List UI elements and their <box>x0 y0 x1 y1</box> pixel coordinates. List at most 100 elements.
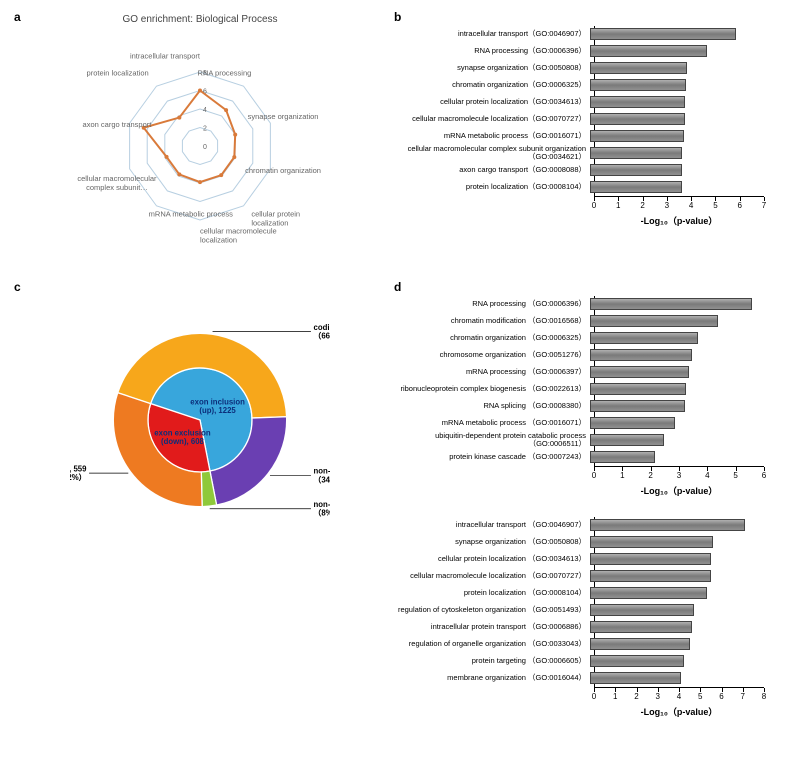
bar-fill <box>590 570 711 582</box>
bar-row: cellular macromolecular complex subunit … <box>390 145 777 160</box>
svg-text:cellular macromolecularcomplex: cellular macromolecularcomplex subunit… <box>77 174 157 192</box>
bar-row: cellular macromolecule localization（GO:0… <box>390 111 777 126</box>
bar-chart-d-top: RNA processing （GO:0006396） chromatin mod… <box>390 296 777 497</box>
bar-row: RNA splicing （GO:0008380） <box>390 398 777 413</box>
bar-fill <box>590 130 684 142</box>
bar-row: regulation of cytoskeleton organization … <box>390 602 777 617</box>
x-axis-label: -Log₁₀（p-value） <box>594 484 764 497</box>
bar-chart-d-bottom: intracellular transport （GO:0046907）syna… <box>390 517 777 718</box>
bar-row: protein kinase cascade （GO:0007243） <box>390 449 777 464</box>
panel-d-label: d <box>394 280 401 294</box>
bar-label: chromatin organization （GO:0006325） <box>390 334 590 342</box>
bar-row: RNA processing （GO:0006396） <box>390 296 777 311</box>
bar-label: cellular macromolecule localization （GO:… <box>390 572 590 580</box>
bar-label: mRNA metabolic process （GO:0016071） <box>390 419 590 427</box>
svg-text:0: 0 <box>203 144 207 151</box>
svg-text:chromatin organization: chromatin organization <box>245 166 321 175</box>
bar-fill <box>590 434 664 446</box>
svg-text:mRNA metabolic process: mRNA metabolic process <box>149 210 233 219</box>
bar-label: cellular protein localization（GO:0034613… <box>390 98 590 106</box>
bar-label: RNA processing（GO:0006396） <box>390 47 590 55</box>
bar-label: protein kinase cascade （GO:0007243） <box>390 453 590 461</box>
bar-row: cellular protein localization（GO:0034613… <box>390 94 777 109</box>
bar-label: chromatin organization（GO:0006325） <box>390 81 590 89</box>
bar-label: cellular macromolecular complex subunit … <box>390 145 590 161</box>
bar-fill <box>590 655 684 667</box>
bar-label: cellular protein localization （GO:003461… <box>390 555 590 563</box>
bar-row: membrane organization （GO:0016044） <box>390 670 777 685</box>
bar-row: ubiquitin-dependent protein catabolic pr… <box>390 432 777 447</box>
bar-fill <box>590 349 692 361</box>
svg-text:cellular macromoleculelocaliza: cellular macromoleculelocalization <box>200 226 277 244</box>
panel-c: c exon inclusion(up), 1225exon exclusion… <box>10 280 390 560</box>
bar-fill <box>590 417 675 429</box>
bar-label: synapse organization （GO:0050808） <box>390 538 590 546</box>
bar-label: mRNA metabolic process（GO:0016071） <box>390 132 590 140</box>
radar-chart: 02468intracellular transportRNA processi… <box>20 25 380 255</box>
row-top: a GO enrichment: Biological Process 0246… <box>10 10 777 270</box>
bar-label: protein targeting （GO:0006605） <box>390 657 590 665</box>
bar-fill <box>590 45 707 57</box>
bar-row: synapse organization（GO:0050808） <box>390 60 777 75</box>
bar-fill <box>590 181 682 193</box>
bar-row: cellular macromolecule localization （GO:… <box>390 568 777 583</box>
bar-row: chromatin organization（GO:0006325） <box>390 77 777 92</box>
figure: a GO enrichment: Biological Process 0246… <box>10 10 777 718</box>
bar-row: chromosome organization （GO:0051276） <box>390 347 777 362</box>
bar-fill <box>590 451 655 463</box>
bar-fill <box>590 621 692 633</box>
bar-label: intracellular protein transport （GO:0006… <box>390 623 590 631</box>
x-axis-label: -Log₁₀（p-value） <box>594 214 764 227</box>
bar-fill <box>590 298 752 310</box>
panel-a-label: a <box>14 10 21 24</box>
bar-row: axon cargo transport（GO:0008088） <box>390 162 777 177</box>
svg-text:2: 2 <box>203 126 207 133</box>
bar-chart-b: intracellular transport（GO:0046907） RNA p… <box>390 26 777 227</box>
svg-text:intracellular transport: intracellular transport <box>130 52 201 61</box>
bar-label: ribonucleoprotein complex biogenesis （GO… <box>390 385 590 393</box>
panel-c-label: c <box>14 280 21 294</box>
svg-text:synapse organization: synapse organization <box>248 112 319 121</box>
row-bottom: c exon inclusion(up), 1225exon exclusion… <box>10 270 777 718</box>
bar-row: cellular protein localization （GO:003461… <box>390 551 777 566</box>
bar-label: intracellular transport（GO:0046907） <box>390 30 590 38</box>
bar-row: intracellular protein transport （GO:0006… <box>390 619 777 634</box>
bar-fill <box>590 315 718 327</box>
bar-fill <box>590 519 745 531</box>
bar-row: mRNA processing （GO:0006397） <box>390 364 777 379</box>
svg-text:axon cargo transport: axon cargo transport <box>83 120 153 129</box>
panel-b-label: b <box>394 10 401 24</box>
bar-fill <box>590 672 681 684</box>
bar-label: protein localization（GO:0008104） <box>390 183 590 191</box>
bar-label: chromosome organization （GO:0051276） <box>390 351 590 359</box>
bar-row: mRNA metabolic process（GO:0016071） <box>390 128 777 143</box>
x-axis: 0123456 <box>594 466 764 484</box>
svg-text:protein localization: protein localization <box>87 68 149 77</box>
bar-row: ribonucleoprotein complex biogenesis （GO… <box>390 381 777 396</box>
pie-chart: exon inclusion(up), 1225exon exclusion(d… <box>70 290 330 550</box>
bar-label: protein localization （GO:0008104） <box>390 589 590 597</box>
bar-label: membrane organization （GO:0016044） <box>390 674 590 682</box>
bar-row: RNA processing（GO:0006396） <box>390 43 777 58</box>
bar-row: chromatin organization （GO:0006325） <box>390 330 777 345</box>
bar-fill <box>590 638 690 650</box>
panel-b: b intracellular transport（GO:0046907） RNA… <box>390 10 777 270</box>
bar-fill <box>590 383 686 395</box>
panel-a: a GO enrichment: Biological Process 0246… <box>10 10 390 270</box>
bar-label: cellular macromolecule localization（GO:0… <box>390 115 590 123</box>
svg-text:non-coding exons, 413（34%）: non-coding exons, 413（34%） <box>314 467 330 485</box>
svg-text:cellular proteinlocalization: cellular proteinlocalization <box>251 210 300 228</box>
bar-row: synapse organization （GO:0050808） <box>390 534 777 549</box>
bar-label: chromatin modification （GO:0016568） <box>390 317 590 325</box>
svg-text:RNA processing: RNA processing <box>198 68 252 77</box>
bar-row: protein targeting （GO:0006605） <box>390 653 777 668</box>
bar-fill <box>590 332 698 344</box>
bar-label: RNA processing （GO:0006396） <box>390 300 590 308</box>
x-axis: 01234567 <box>594 196 764 214</box>
svg-text:non-coding exons, 49（8%）: non-coding exons, 49（8%） <box>314 500 330 518</box>
bar-label: ubiquitin-dependent protein catabolic pr… <box>390 432 590 448</box>
bar-row: mRNA metabolic process （GO:0016071） <box>390 415 777 430</box>
radar-title: GO enrichment: Biological Process <box>10 14 390 25</box>
bar-label: mRNA processing （GO:0006397） <box>390 368 590 376</box>
bar-fill <box>590 587 707 599</box>
